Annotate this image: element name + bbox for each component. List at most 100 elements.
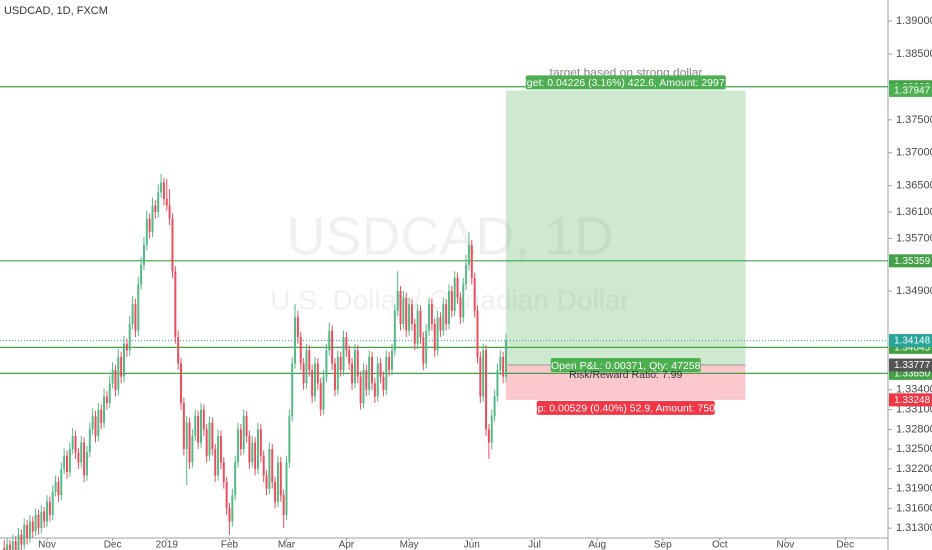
candle-body bbox=[268, 449, 271, 489]
candle-body bbox=[180, 363, 183, 404]
candle-body bbox=[445, 304, 448, 324]
x-tick-label: Mar bbox=[278, 540, 296, 550]
candle-body bbox=[442, 304, 445, 331]
watermark: USDCAD, 1D bbox=[286, 206, 613, 266]
candle-body bbox=[26, 524, 29, 538]
candle-body bbox=[274, 482, 277, 502]
candle-body bbox=[208, 422, 211, 456]
candle-body bbox=[487, 429, 490, 443]
price-badge-label: 1.35359 bbox=[894, 256, 931, 267]
candle-body bbox=[148, 218, 151, 232]
candle-body bbox=[285, 462, 288, 515]
candle-body bbox=[34, 514, 37, 532]
candle-body bbox=[447, 291, 450, 324]
y-tick-label: 1.37000 bbox=[896, 147, 932, 159]
candle-body bbox=[85, 452, 88, 476]
candle-body bbox=[219, 435, 222, 463]
candle-body bbox=[83, 442, 86, 476]
candle-body bbox=[314, 363, 317, 397]
price-badge bbox=[889, 334, 932, 348]
candle-body bbox=[237, 429, 240, 463]
candle-body bbox=[103, 396, 106, 423]
price-badge-label: 1.34045 bbox=[894, 343, 931, 354]
candle-body bbox=[111, 370, 114, 384]
candle-body bbox=[331, 330, 334, 364]
x-tick-label: Feb bbox=[221, 540, 239, 550]
candle-body bbox=[462, 284, 465, 318]
candle-body bbox=[88, 429, 91, 453]
candle-body bbox=[413, 323, 416, 344]
candle-body bbox=[100, 409, 103, 423]
price-badge-label: 1.34148 bbox=[894, 336, 931, 347]
candle-body bbox=[470, 244, 473, 278]
watermark-subtitle: U.S. Dollar / Canadian Dollar bbox=[270, 284, 630, 315]
symbol-title: USDCAD, 1D, FXCM bbox=[4, 5, 108, 17]
candle-body bbox=[165, 198, 168, 206]
candle-body bbox=[365, 370, 368, 390]
price-badge-label: 1.37947 bbox=[894, 86, 931, 97]
candle-body bbox=[222, 462, 225, 483]
candle-body bbox=[259, 429, 262, 456]
candle-body bbox=[467, 244, 470, 265]
candle-body bbox=[453, 277, 456, 311]
candle-body bbox=[140, 264, 143, 285]
candle-body bbox=[23, 524, 26, 545]
candle-body bbox=[171, 218, 174, 272]
candle-body bbox=[20, 534, 23, 545]
x-tick-label: Jul bbox=[528, 540, 541, 550]
candle-body bbox=[402, 297, 405, 324]
candle-body bbox=[137, 284, 140, 331]
candle-body bbox=[393, 310, 396, 351]
candle-body bbox=[128, 323, 131, 351]
candle-body bbox=[430, 304, 433, 324]
candle-body bbox=[388, 356, 391, 371]
candle-body bbox=[48, 501, 51, 515]
candle-body bbox=[385, 356, 388, 390]
candle-body bbox=[282, 495, 285, 515]
candle-body bbox=[271, 449, 274, 483]
candle-body bbox=[202, 409, 205, 430]
candle-body bbox=[428, 304, 431, 331]
candle-body bbox=[322, 376, 325, 410]
candle-body bbox=[302, 363, 305, 384]
candle-body bbox=[74, 435, 77, 453]
ratio-label: Risk/Reward Ratio: 7.99 bbox=[569, 369, 682, 381]
candle-body bbox=[242, 416, 245, 450]
candle-body bbox=[160, 182, 163, 193]
candle-body bbox=[174, 271, 177, 338]
stop-label: Stop: 0.00529 (0.40%) 52.9, Amount: 750.… bbox=[522, 403, 730, 415]
x-tick-label: Sep bbox=[654, 540, 672, 550]
y-tick-label: 1.32800 bbox=[896, 423, 932, 435]
candle-body bbox=[505, 340, 508, 377]
y-tick-label: 1.36500 bbox=[896, 180, 932, 192]
candle-body bbox=[77, 452, 80, 463]
candle-body bbox=[131, 304, 134, 324]
candle-body bbox=[114, 370, 117, 390]
y-tick-label: 1.31900 bbox=[896, 483, 932, 495]
candle-body bbox=[319, 383, 322, 410]
candle-body bbox=[145, 218, 148, 245]
candle-body bbox=[217, 435, 220, 476]
y-tick-label: 1.34900 bbox=[896, 285, 932, 297]
candle-body bbox=[254, 442, 257, 469]
x-tick-label: May bbox=[400, 540, 419, 550]
candle-body bbox=[339, 356, 342, 371]
candle-body bbox=[157, 192, 160, 213]
candle-body bbox=[11, 541, 14, 550]
y-tick-label: 1.33400 bbox=[896, 384, 932, 396]
candle-body bbox=[97, 409, 100, 436]
candle-body bbox=[362, 370, 365, 404]
candle-body bbox=[502, 356, 505, 377]
candle-body bbox=[151, 205, 154, 232]
candle-body bbox=[28, 521, 31, 538]
price-badge bbox=[889, 358, 932, 372]
candle-body bbox=[276, 462, 279, 502]
candle-body bbox=[108, 383, 111, 404]
candle-body bbox=[465, 264, 468, 285]
x-tick-label: Nov bbox=[38, 540, 56, 550]
candle-body bbox=[234, 462, 237, 496]
candle-body bbox=[482, 350, 485, 397]
candle-body bbox=[490, 416, 493, 443]
stop-label-box bbox=[536, 400, 715, 415]
